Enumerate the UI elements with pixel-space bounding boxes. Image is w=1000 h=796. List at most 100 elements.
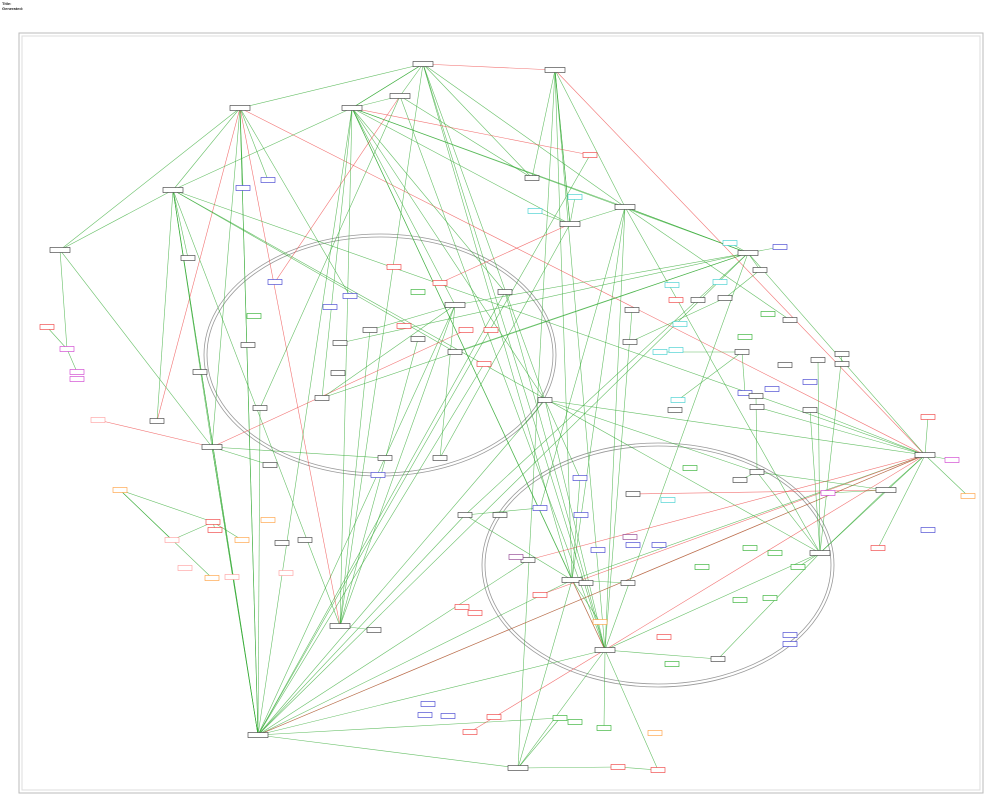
node (920, 527, 936, 533)
node (782, 632, 798, 638)
edge (339, 63, 424, 627)
edge (554, 69, 926, 456)
node (752, 267, 768, 273)
edge (172, 107, 353, 191)
node (717, 295, 733, 301)
edge (239, 107, 269, 181)
node (596, 725, 612, 731)
edge (571, 454, 926, 581)
edge (321, 107, 353, 399)
node (532, 592, 548, 598)
node (777, 362, 793, 368)
edge (571, 477, 581, 581)
node (782, 641, 798, 647)
edge (351, 63, 424, 109)
node (180, 255, 196, 261)
edge (544, 399, 926, 456)
node (737, 334, 753, 340)
node (820, 490, 836, 496)
node (625, 542, 641, 548)
edge (257, 514, 466, 736)
node (90, 417, 106, 423)
node (712, 279, 728, 285)
node (458, 327, 474, 333)
edge (172, 189, 456, 353)
node (668, 347, 684, 353)
node (389, 93, 411, 99)
node (622, 534, 638, 540)
node (410, 336, 426, 342)
edge (539, 206, 626, 509)
node (149, 418, 165, 424)
node (486, 714, 502, 720)
node (767, 550, 783, 556)
edge (351, 107, 506, 293)
edge (257, 154, 591, 736)
node (592, 619, 608, 625)
edge (339, 107, 353, 627)
edge (257, 304, 456, 736)
edge (351, 107, 456, 306)
edge (544, 399, 606, 651)
edge (624, 206, 749, 254)
node (370, 472, 386, 478)
node (454, 604, 470, 610)
node (476, 361, 492, 367)
node (59, 346, 75, 352)
edge (172, 189, 189, 259)
nodes (39, 61, 976, 773)
node (772, 244, 788, 250)
edge (339, 338, 419, 627)
edge (422, 63, 606, 651)
node (760, 311, 776, 317)
edge (172, 189, 259, 736)
edge (422, 63, 556, 71)
edge (211, 446, 271, 466)
edge (119, 489, 214, 523)
node (561, 577, 583, 583)
edge (717, 552, 821, 660)
node (782, 317, 798, 323)
edge (629, 297, 726, 343)
edge (439, 223, 571, 284)
cluster-outline (481, 442, 835, 688)
node (668, 297, 684, 303)
edge (239, 107, 351, 297)
node (656, 634, 672, 640)
edge (422, 63, 626, 208)
node (809, 550, 831, 556)
edge (632, 489, 887, 495)
edge (809, 409, 821, 554)
edge (239, 107, 341, 627)
frame-inner (21, 35, 981, 791)
edge (257, 363, 485, 736)
node (732, 597, 748, 603)
edge (66, 348, 78, 373)
edge (819, 353, 843, 554)
edge (211, 446, 259, 736)
node (520, 557, 536, 563)
node (229, 105, 251, 111)
edge (422, 63, 533, 179)
edge (517, 766, 619, 769)
edge (274, 95, 401, 283)
node (492, 512, 508, 518)
node (624, 307, 640, 313)
edge (464, 514, 573, 581)
node (552, 715, 568, 721)
edge (571, 579, 606, 651)
node (330, 370, 346, 376)
node (650, 767, 666, 773)
node (69, 369, 85, 375)
node (332, 340, 348, 346)
node (252, 405, 268, 411)
edge (171, 521, 214, 541)
edge (544, 399, 581, 479)
node (572, 475, 588, 481)
edge (571, 579, 601, 623)
edge (571, 206, 626, 581)
node (396, 323, 412, 329)
node (748, 393, 764, 399)
node (497, 289, 513, 295)
edge (119, 489, 213, 579)
